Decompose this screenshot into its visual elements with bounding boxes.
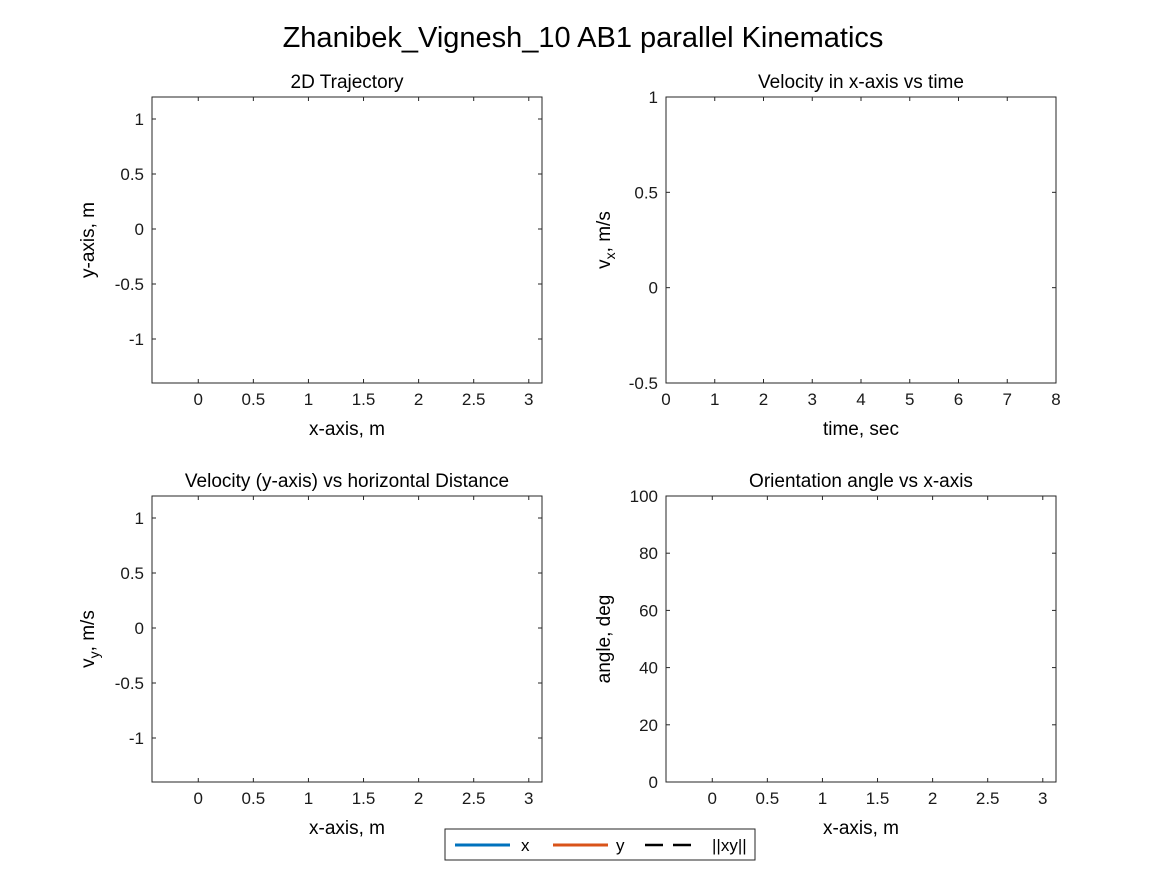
x-tick-label: 1: [710, 390, 719, 409]
y-tick-label: 20: [639, 716, 658, 735]
x-tick-label: 1: [304, 789, 313, 808]
x-tick-label: 0: [194, 390, 203, 409]
x-tick-label: 2.5: [462, 390, 486, 409]
x-tick-label: 8: [1051, 390, 1060, 409]
x-tick-label: 5: [905, 390, 914, 409]
x-tick-label: 6: [954, 390, 963, 409]
y-tick-label: 100: [630, 487, 658, 506]
subplot-title: Velocity in x-axis vs time: [758, 72, 964, 93]
y-tick-label: 1: [135, 110, 144, 129]
x-tick-label: 4: [856, 390, 865, 409]
y-tick-label: 0: [135, 220, 144, 239]
x-tick-label: 2: [414, 789, 423, 808]
x-tick-label: 0: [194, 789, 203, 808]
y-tick-label: 0: [649, 279, 658, 298]
axes-frame: [665, 96, 1057, 384]
subplot-title: Velocity (y-axis) vs horizontal Distance: [185, 471, 509, 492]
y-tick-label: -1: [129, 330, 144, 349]
axes-frame: [665, 495, 1057, 783]
y-tick-label: 0.5: [120, 165, 144, 184]
x-tick-label: 3: [808, 390, 817, 409]
x-tick-label: 0: [708, 789, 717, 808]
y-axis-label: vy, m/s: [78, 610, 102, 668]
x-tick-label: 1: [304, 390, 313, 409]
x-axis-label: x-axis, m: [309, 419, 385, 440]
x-tick-label: 3: [1038, 789, 1047, 808]
x-tick-label: 0.5: [242, 390, 266, 409]
x-tick-label: 2: [414, 390, 423, 409]
y-axis-label: angle, deg: [594, 595, 615, 684]
y-tick-label: 60: [639, 601, 658, 620]
subplot-4: 0 0.5 1 1.5 2 2.5 3 0 20 40 60 80 100 Orientation ang…: [594, 471, 1057, 839]
y-tick-label: -0.5: [629, 374, 658, 393]
x-tick-label: 1: [818, 789, 827, 808]
axes-frame: [151, 495, 543, 783]
x-axis-label: x-axis, m: [309, 818, 385, 839]
y-tick-label: -1: [129, 729, 144, 748]
x-tick-label: 2.5: [462, 789, 486, 808]
y-tick-label: 40: [639, 659, 658, 678]
y-tick-label: 0: [649, 773, 658, 792]
subplot-title: Orientation angle vs x-axis: [749, 471, 973, 492]
x-tick-label: 2: [759, 390, 768, 409]
x-tick-label: 0.5: [756, 789, 780, 808]
x-tick-label: 2.5: [976, 789, 1000, 808]
y-tick-label: 0: [135, 619, 144, 638]
axes-frame: [151, 96, 543, 384]
legend-label-y: y: [616, 836, 625, 855]
x-tick-label: 3: [524, 789, 533, 808]
x-tick-label: 1.5: [352, 789, 376, 808]
x-tick-label: 0: [661, 390, 670, 409]
y-tick-label: 0.5: [634, 183, 658, 202]
x-tick-label: 1.5: [866, 789, 890, 808]
legend-label-x: x: [521, 836, 530, 855]
subplot-3: 0 0.5 1 1.5 2 2.5 3 -1 -0.5 0 0.5 1 Velocity (y-axis…: [78, 471, 543, 839]
x-tick-label: 3: [524, 390, 533, 409]
y-axis-label: vx, m/s: [594, 211, 618, 269]
y-axis-label: y-axis, m: [78, 202, 99, 278]
x-tick-label: 2: [928, 789, 937, 808]
x-tick-label: 1.5: [352, 390, 376, 409]
legend: x y ||xy||: [444, 828, 756, 861]
y-tick-label: 80: [639, 544, 658, 563]
y-tick-label: 1: [135, 509, 144, 528]
figure-title: Zhanibek_Vignesh_10 AB1 parallel Kinemat…: [283, 22, 884, 54]
y-tick-label: 1: [649, 88, 658, 107]
x-tick-label: 7: [1003, 390, 1012, 409]
y-tick-label: -0.5: [115, 674, 144, 693]
y-tick-label: 0.5: [120, 564, 144, 583]
x-axis-label: x-axis, m: [823, 818, 899, 839]
x-tick-label: 0.5: [242, 789, 266, 808]
legend-label-xy-norm: ||xy||: [712, 836, 747, 855]
subplot-title: 2D Trajectory: [291, 72, 404, 93]
x-axis-label: time, sec: [823, 419, 899, 440]
y-tick-label: -0.5: [115, 275, 144, 294]
